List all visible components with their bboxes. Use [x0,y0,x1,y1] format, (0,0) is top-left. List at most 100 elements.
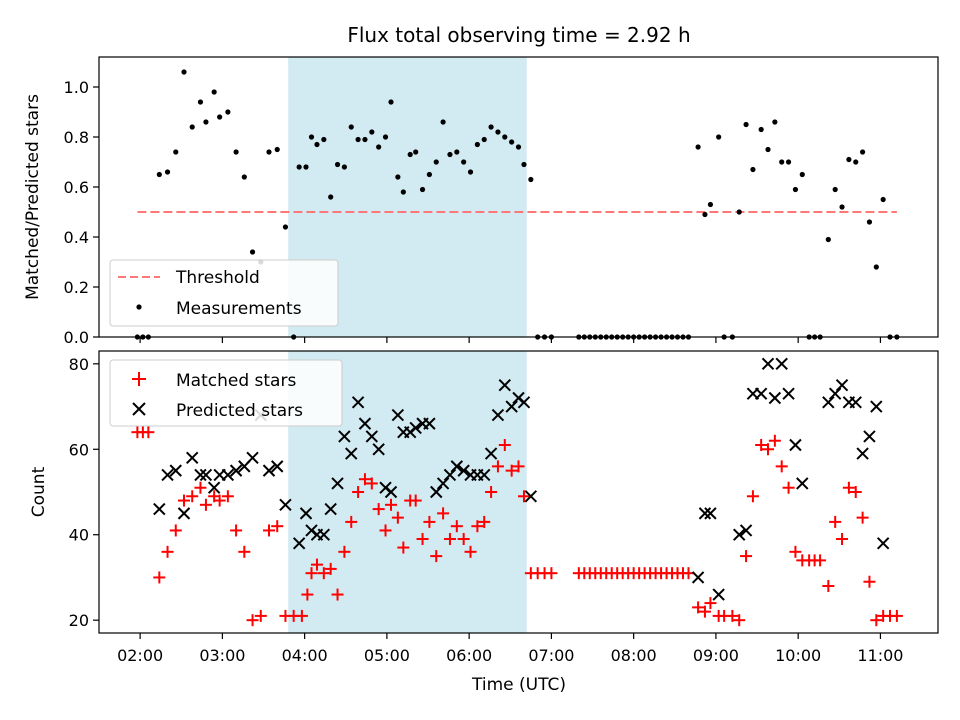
measurement-point [266,149,272,155]
measurement-point [369,129,375,135]
predicted-star-point [775,357,788,371]
measurement-point [702,211,708,218]
matched-star-point [409,494,422,507]
predicted-star-point [754,387,768,400]
measurement-point [736,209,742,215]
y-tick-label: 0.2 [64,278,89,297]
measurement-point [440,119,446,125]
measurement-point [321,136,327,143]
matched-star-point [450,520,463,533]
matched-star-point [890,609,903,622]
predicted-star-point [345,447,358,460]
matched-star-point [457,533,470,545]
measurement-point [217,114,223,120]
matched-stars-legend-label: Matched stars [176,371,296,391]
predicted-star-point [828,387,842,400]
predicted-star-point [384,485,398,499]
matched-star-point [485,486,498,498]
measurement-point [308,134,315,140]
measurement-point [779,159,785,165]
predicted-star-point [338,430,351,443]
measurement-point [249,249,256,255]
measurement-point [197,99,204,105]
matched-star-point [169,524,182,537]
matched-star-point [704,597,717,610]
matched-star-point [836,533,849,545]
matched-star-point [352,486,365,498]
matched-star-point [338,545,351,558]
matched-star-point [161,545,174,558]
bottom-y-axis-label: Count [29,466,49,517]
bottom-legend: Matched stars Predicted stars [109,359,343,427]
x-tick-label: 06:00 [446,646,492,665]
top-x-ticks [139,337,882,343]
matched-star-point [365,477,378,490]
matched-star-point [186,490,199,503]
matched-star-point [199,498,212,511]
measurement-point [362,136,368,143]
predicted-star-point [391,408,405,422]
predicted-star-point [484,447,498,460]
y-tick-label: 0.8 [64,128,89,147]
measurement-point [785,159,792,165]
measurement-point [376,144,382,150]
matched-star-point [814,554,827,567]
predicted-star-point [194,468,207,482]
top-legend-box [109,259,339,327]
predicted-star-point [478,468,491,482]
measurement-point [164,169,171,175]
measurement-point [419,186,426,193]
matched-stars-legend-swatch [132,372,146,386]
predicted-stars-legend-swatch [132,402,146,416]
measurement-point [413,149,419,155]
measurement-point [743,121,749,128]
predicted-star-point [229,464,243,477]
x-tick-label: 11:00 [857,646,903,665]
measurement-point [521,161,527,168]
predicted-star-point [246,451,259,465]
predicted-star-point [409,421,422,435]
x-tick-label: 09:00 [693,646,739,665]
matched-star-point [545,567,558,580]
x-tick-label: 10:00 [775,646,821,665]
predicted-star-point [221,468,235,482]
matched-star-point [194,481,207,494]
measurement-point [314,141,320,148]
matched-star-point [416,533,429,545]
predicted-star-point [450,460,464,473]
matched-star-point [262,524,275,537]
predicted-star-point [856,447,869,460]
predicted-star-point [177,507,191,520]
matched-star-point [870,614,883,627]
predicted-star-point [207,481,221,494]
measurements-legend-swatch [136,304,142,310]
matched-star-point [842,481,855,494]
figure-title: Flux total observing time = 2.92 h [347,23,690,47]
matched-star-point [863,575,876,588]
predicted-star-point [299,507,313,520]
matched-star-point [230,524,243,537]
predicted-star-point [733,528,746,541]
matched-star-point [142,426,155,439]
predicted-star-point [331,477,344,490]
top-y-axis-label: Matched/Predicted stars [23,94,43,300]
measurement-point [189,124,195,130]
measurement-point [328,194,334,200]
measurement-point [274,146,280,153]
bottom-legend-box [109,359,343,427]
x-tick-label: 08:00 [611,646,657,665]
measurement-point [474,141,480,148]
predicted-star-point [279,498,292,512]
measurement-point [880,196,886,203]
matched-star-point [238,545,251,558]
matched-star-point [254,609,267,622]
predicted-star-point [436,477,450,490]
matched-star-point [849,486,862,498]
matched-star-point [775,460,788,473]
predicted-star-point [768,391,782,405]
matched-star-point [762,443,775,456]
predicted-star-point [317,528,331,541]
matched-star-point [295,609,308,622]
x-tick-label: 07:00 [528,646,574,665]
measurement-point [447,151,453,158]
